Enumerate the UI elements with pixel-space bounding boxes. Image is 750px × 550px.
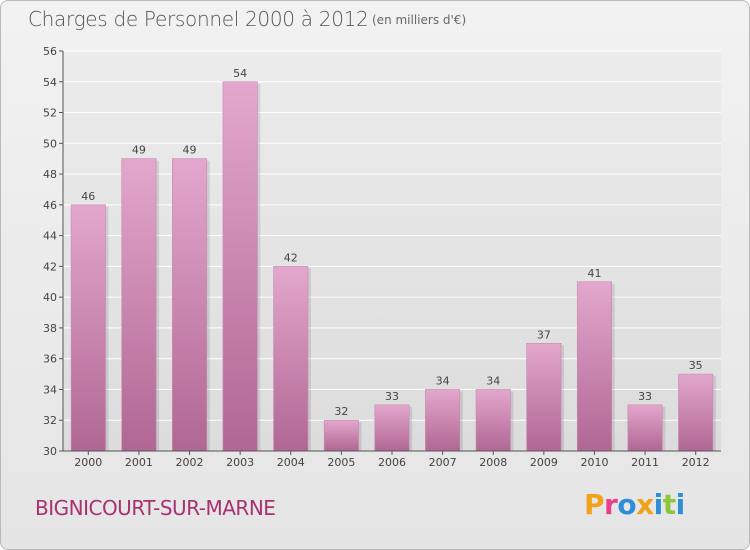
x-tick-label: 2000	[74, 456, 102, 469]
logo-letter: x	[636, 488, 654, 521]
bar	[576, 281, 612, 452]
bar	[374, 404, 410, 452]
logo-letter: r	[604, 488, 618, 521]
x-tick-label: 2005	[327, 456, 355, 469]
bar-value-label: 49	[132, 144, 146, 157]
bar-value-label: 35	[689, 359, 703, 372]
x-tick-label: 2011	[631, 456, 659, 469]
y-tick-label: 42	[43, 260, 57, 273]
bar-value-label: 49	[183, 144, 197, 157]
bar	[172, 158, 208, 452]
x-tick-label: 2008	[479, 456, 507, 469]
bar	[273, 266, 309, 452]
y-tick-label: 40	[43, 291, 57, 304]
bar-value-label: 33	[638, 390, 652, 403]
bar	[425, 389, 461, 452]
logo-letter: P	[584, 488, 605, 521]
bar	[475, 389, 511, 452]
bar-value-label: 34	[486, 374, 500, 387]
x-tick-label: 2010	[580, 456, 608, 469]
bar-value-label: 33	[385, 390, 399, 403]
bar	[526, 343, 562, 452]
y-tick-label: 52	[43, 107, 57, 120]
bar-value-label: 34	[436, 374, 450, 387]
y-tick-label: 34	[43, 383, 57, 396]
x-tick-label: 2012	[682, 456, 710, 469]
bar-value-label: 32	[334, 405, 348, 418]
bar	[121, 158, 157, 452]
bar	[323, 419, 359, 452]
x-tick-label: 2006	[378, 456, 406, 469]
bar-value-label: 42	[284, 251, 298, 264]
y-tick-label: 50	[43, 137, 57, 150]
bar-value-label: 37	[537, 328, 551, 341]
logo-letter: i	[653, 488, 664, 521]
y-tick-label: 30	[43, 445, 57, 458]
x-tick-label: 2007	[429, 456, 457, 469]
y-tick-label: 44	[43, 230, 57, 243]
place-name: BIGNICOURT-SUR-MARNE	[35, 496, 276, 520]
chart-title: Charges de Personnel 2000 à 2012	[28, 7, 369, 31]
x-tick-label: 2004	[277, 456, 305, 469]
bar	[627, 404, 663, 452]
y-tick-label: 46	[43, 199, 57, 212]
y-tick-label: 38	[43, 322, 57, 335]
bar-value-label: 41	[587, 267, 601, 280]
bar-value-label: 46	[81, 190, 95, 203]
y-tick-label: 32	[43, 414, 57, 427]
logo-letter: t	[662, 488, 676, 521]
y-tick-label: 36	[43, 353, 57, 366]
bar	[678, 373, 714, 452]
y-tick-label: 48	[43, 168, 57, 181]
x-tick-label: 2001	[125, 456, 153, 469]
bar-value-label: 54	[233, 67, 247, 80]
x-tick-label: 2003	[226, 456, 254, 469]
chart-subtitle: (en milliers d'€)	[372, 13, 467, 27]
bar	[222, 81, 258, 452]
y-tick-label: 54	[43, 76, 57, 89]
proxiti-logo[interactable]: Proxiti	[584, 488, 685, 521]
y-tick-label: 56	[43, 45, 57, 58]
x-tick-label: 2002	[176, 456, 204, 469]
logo-letter: i	[675, 488, 686, 521]
x-tick-label: 2009	[530, 456, 558, 469]
bar	[70, 204, 106, 452]
logo-letter: o	[617, 488, 637, 521]
